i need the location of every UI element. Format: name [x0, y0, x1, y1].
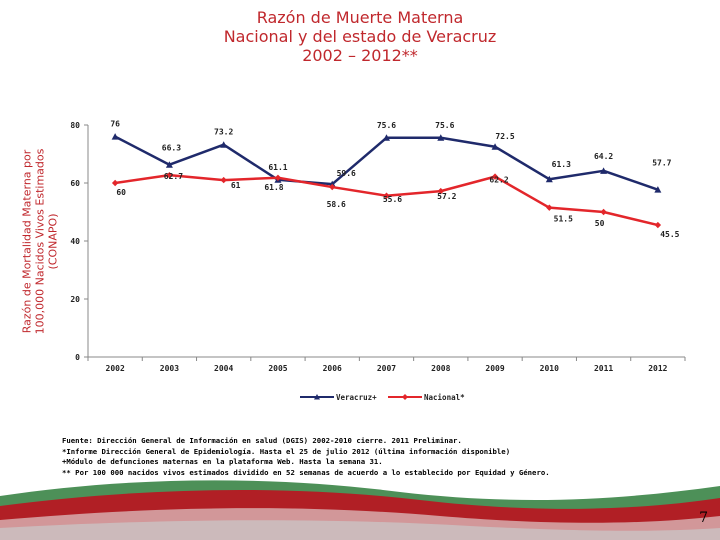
data-point-nacional: [274, 174, 282, 181]
x-tick-label: 2008: [431, 364, 450, 373]
page-number: 7: [699, 510, 708, 526]
data-label-veracruz: 75.6: [377, 121, 396, 130]
data-label-nacional: 62.2: [489, 176, 508, 185]
data-label-nacional: 57.2: [437, 192, 456, 201]
decorative-bottom-band: [0, 480, 720, 540]
legend-marker-nacional: [402, 394, 408, 400]
x-tick-label: 2006: [323, 364, 342, 373]
data-point-veracruz: [383, 134, 390, 141]
data-point-nacional: [491, 173, 499, 180]
data-label-nacional: 61: [231, 181, 241, 190]
data-label-veracruz: 61.3: [552, 160, 571, 169]
x-tick-label: 2011: [594, 364, 613, 373]
footnote-modulo: +Módulo de defunciones maternas en la pl…: [62, 457, 383, 466]
data-point-nacional: [220, 176, 227, 184]
footnote-per-100000: ** Por 100 000 nacidos vivos estimados d…: [62, 467, 550, 477]
data-label-nacional: 60: [116, 188, 126, 197]
x-tick-label: 2002: [106, 364, 125, 373]
data-label-nacional: 58.6: [327, 200, 346, 209]
data-point-nacional: [383, 192, 390, 199]
data-label-veracruz: 66.3: [162, 144, 181, 153]
data-point-nacional: [546, 204, 553, 211]
chart-title-line-1: Razón de Muerte Materna: [256, 8, 464, 27]
data-point-nacional: [654, 221, 662, 229]
data-point-nacional: [111, 179, 119, 187]
x-tick-label: 2007: [377, 364, 396, 373]
x-tick-label: 2012: [648, 364, 667, 373]
data-label-veracruz: 64.2: [594, 152, 613, 161]
data-point-nacional: [600, 208, 607, 216]
data-point-nacional: [166, 171, 173, 179]
data-label-veracruz: 73.2: [214, 128, 233, 137]
data-label-nacional: 61.8: [264, 183, 283, 192]
data-label-veracruz: 72.5: [495, 132, 514, 141]
footnote-epidemiologia: *Informe Dirección General de Epidemiolo…: [62, 446, 511, 456]
data-point-nacional: [437, 187, 444, 195]
data-point-veracruz: [600, 167, 608, 174]
data-label-nacional: 50: [595, 219, 605, 228]
footnote-source: Fuente: Dirección General de Información…: [62, 436, 462, 445]
chart-title-line-2: Nacional y del estado de Veracruz: [223, 27, 497, 46]
x-tick-label: 2010: [540, 364, 559, 373]
y-tick-label: 40: [70, 237, 80, 246]
data-point-veracruz: [165, 161, 173, 168]
data-point-veracruz: [545, 175, 553, 183]
legend-label-nacional: Nacional*: [424, 393, 465, 402]
footnotes: Fuente: Dirección General de Información…: [62, 436, 682, 478]
data-point-veracruz: [437, 134, 445, 141]
y-tick-label: 20: [70, 295, 80, 304]
chart-title-line-3: 2002 – 2012**: [302, 46, 418, 65]
x-tick-label: 2003: [160, 364, 179, 373]
data-label-nacional: 55.6: [383, 195, 402, 204]
legend-marker-veracruz: [314, 394, 320, 400]
x-tick-label: 2004: [214, 364, 233, 373]
data-label-veracruz: 57.7: [652, 159, 671, 168]
y-tick-label: 0: [75, 353, 80, 362]
data-point-veracruz: [654, 186, 662, 193]
data-label-nacional: 51.5: [554, 215, 573, 224]
data-point-veracruz: [111, 133, 119, 140]
x-tick-label: 2009: [485, 364, 504, 373]
data-point-nacional: [329, 183, 336, 191]
data-label-nacional: 62.7: [164, 172, 183, 181]
data-point-veracruz: [220, 141, 228, 148]
data-label-veracruz: 61.1: [268, 163, 287, 172]
data-label-veracruz: 75.6: [435, 121, 454, 130]
y-tick-label: 80: [70, 121, 80, 130]
data-label-veracruz: 76: [110, 120, 120, 129]
legend-label-veracruz: Veracruz+: [336, 393, 377, 402]
data-label-nacional: 45.5: [660, 230, 679, 239]
data-label-veracruz: 59.6: [337, 169, 356, 178]
line-chart: 0 20 40 60 80 2002 2003 2004 2005 2006 2007 2008 200…: [70, 120, 686, 402]
y-tick-label: 60: [70, 179, 80, 188]
x-tick-label: 2005: [268, 364, 287, 373]
data-point-veracruz: [491, 143, 499, 150]
series-line-veracruz: [114, 135, 659, 191]
